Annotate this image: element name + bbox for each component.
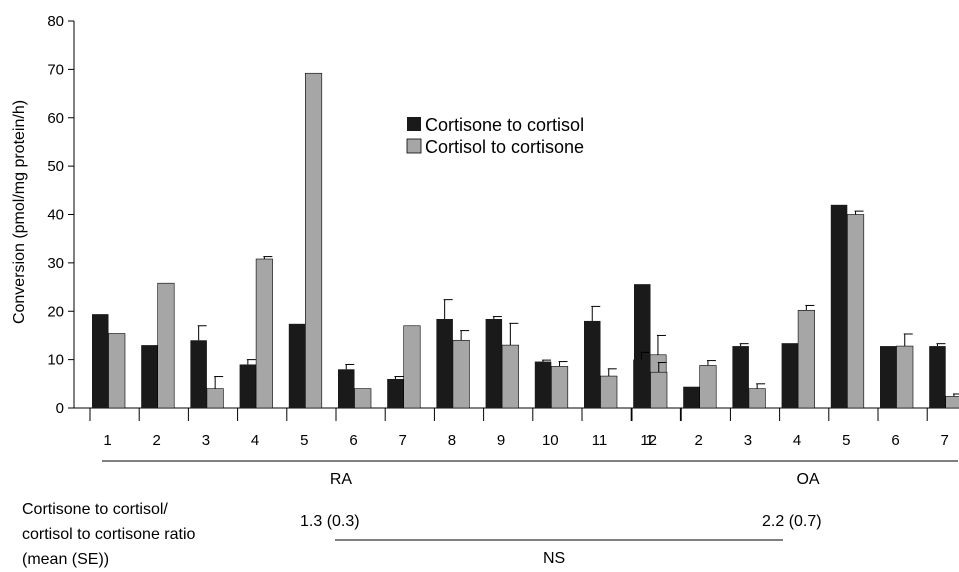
ratio-label: Cortisone to cortisol/ cortisol to corti… — [22, 497, 195, 572]
y-tick-label: 70 — [47, 61, 64, 78]
bar-cortisol-to-cortisone-ra-1 — [108, 333, 126, 409]
y-tick-label: 60 — [47, 110, 64, 127]
x-axis — [74, 407, 959, 421]
x-tick-label-ra-11: 11 — [592, 432, 608, 449]
x-tick-label-ra-12: 12 — [640, 432, 657, 449]
x-tick-label-ra-8: 8 — [448, 432, 456, 449]
significance-label: NS — [543, 550, 566, 567]
x-tick-label-oa-6: 6 — [891, 432, 899, 449]
x-tick-label-ra-6: 6 — [349, 432, 357, 449]
x-tick-label-oa-5: 5 — [842, 432, 850, 449]
bar-cortisol-to-cortisone-oa-2 — [699, 365, 717, 409]
bar-cortisone-to-cortisol-ra-6 — [338, 369, 355, 408]
bar-cortisone-to-cortisol-oa-7 — [929, 346, 946, 408]
y-tick-label: 80 — [47, 13, 64, 30]
bar-cortisol-to-cortisone-ra-9 — [501, 344, 519, 409]
x-tick-label-ra-4: 4 — [251, 432, 259, 449]
oa-ratio-value: 2.2 (0.7) — [762, 513, 822, 530]
bar-cortisone-to-cortisol-ra-10 — [534, 361, 552, 408]
x-tick-label-ra-10: 10 — [542, 432, 559, 449]
bar-cortisone-to-cortisol-ra-9 — [485, 318, 503, 408]
group-label-oa: OA — [796, 471, 819, 488]
bar-cortisone-to-cortisol-oa-3 — [732, 346, 749, 408]
x-tick-label-ra-3: 3 — [202, 432, 210, 449]
ratio-label-line-2: cortisol to cortisone ratio — [22, 526, 196, 543]
y-tick-label: 0 — [56, 400, 64, 417]
ratio-label-line-3: (mean (SE)) — [22, 551, 110, 568]
legend-swatch-cortisone-to-cortisol — [407, 117, 421, 131]
bar-cortisol-to-cortisone-ra-11 — [600, 375, 618, 409]
y-axis: 0 10 20 30 40 50 60 70 80 — [47, 13, 75, 417]
bar-cortisone-to-cortisol-oa-5 — [830, 204, 848, 408]
y-tick-label: 10 — [47, 352, 64, 369]
bar-cortisol-to-cortisone-oa-4 — [797, 309, 815, 409]
bar-cortisol-to-cortisone-oa-6 — [896, 345, 914, 409]
bar-cortisone-to-cortisol-ra-4 — [239, 364, 257, 408]
bar-cortisol-to-cortisone-oa-1 — [650, 371, 668, 409]
bar-cortisone-to-cortisol-oa-6 — [880, 346, 897, 408]
x-tick-label-ra-5: 5 — [300, 432, 308, 449]
bar-cortisone-to-cortisol-ra-3 — [190, 340, 207, 408]
x-tick-label-oa-1: 1 — [645, 432, 653, 449]
bar-cortisol-to-cortisone-ra-7 — [403, 325, 421, 409]
bar-cortisone-to-cortisol-ra-1 — [92, 314, 109, 408]
x-tick-label-ra-9: 9 — [497, 432, 505, 449]
bar-cortisone-to-cortisol-oa-2 — [683, 386, 700, 408]
bar-cortisol-to-cortisone-oa-5 — [846, 214, 865, 409]
bar-cortisone-to-cortisol-oa-4 — [781, 343, 799, 408]
bar-cortisone-to-cortisol-ra-2 — [141, 345, 158, 408]
x-tick-label-ra-1: 1 — [103, 432, 111, 449]
x-tick-label-oa-4: 4 — [793, 432, 801, 449]
y-tick-label: 20 — [47, 303, 64, 320]
ra-ratio-value: 1.3 (0.3) — [300, 513, 360, 530]
legend-label-cortisone-to-cortisol: Cortisone to cortisol — [425, 115, 584, 135]
y-axis-label: Conversion (pmol/mg protein/h) — [11, 100, 28, 324]
error-bars — [197, 210, 959, 397]
bar-cortisone-to-cortisol-oa-1 — [634, 284, 651, 408]
bars — [92, 72, 959, 409]
bar-cortisol-to-cortisone-ra-4 — [255, 258, 273, 409]
bar-cortisol-to-cortisone-ra-8 — [452, 339, 470, 409]
x-tick-label-ra-7: 7 — [399, 432, 407, 449]
ratio-label-line-1: Cortisone to cortisol/ — [22, 501, 168, 518]
x-tick-labels: 12345678910111212345678 — [103, 432, 949, 449]
y-tick-label: 50 — [47, 158, 64, 175]
bar-cortisone-to-cortisol-ra-8 — [436, 318, 453, 408]
bar-cortisol-to-cortisone-oa-7 — [945, 396, 959, 409]
y-tick-label: 40 — [47, 207, 64, 224]
legend: Cortisone to cortisol Cortisol to cortis… — [406, 115, 584, 157]
bar-cortisone-to-cortisol-ra-5 — [288, 323, 306, 408]
x-tick-label-ra-2: 2 — [153, 432, 161, 449]
x-tick-label-oa-7: 7 — [941, 432, 949, 449]
group-labels: RA OA — [102, 460, 958, 488]
bar-cortisol-to-cortisone-ra-10 — [550, 366, 569, 409]
bar-cortisone-to-cortisol-ra-7 — [387, 378, 404, 408]
bar-cortisol-to-cortisone-ra-2 — [157, 282, 175, 409]
legend-label-cortisol-to-cortisone: Cortisol to cortisone — [425, 137, 584, 157]
x-tick-label-oa-2: 2 — [695, 432, 703, 449]
y-tick-label: 30 — [47, 255, 64, 272]
bar-cortisol-to-cortisone-ra-6 — [354, 388, 372, 409]
bar-cortisol-to-cortisone-ra-5 — [304, 72, 323, 409]
legend-swatch-cortisol-to-cortisone — [406, 138, 422, 154]
x-tick-label-oa-3: 3 — [744, 432, 752, 449]
bar-cortisol-to-cortisone-ra-3 — [206, 388, 224, 409]
bar-cortisone-to-cortisol-ra-11 — [584, 320, 601, 408]
group-label-ra: RA — [330, 471, 353, 488]
bar-cortisol-to-cortisone-oa-3 — [748, 388, 766, 409]
